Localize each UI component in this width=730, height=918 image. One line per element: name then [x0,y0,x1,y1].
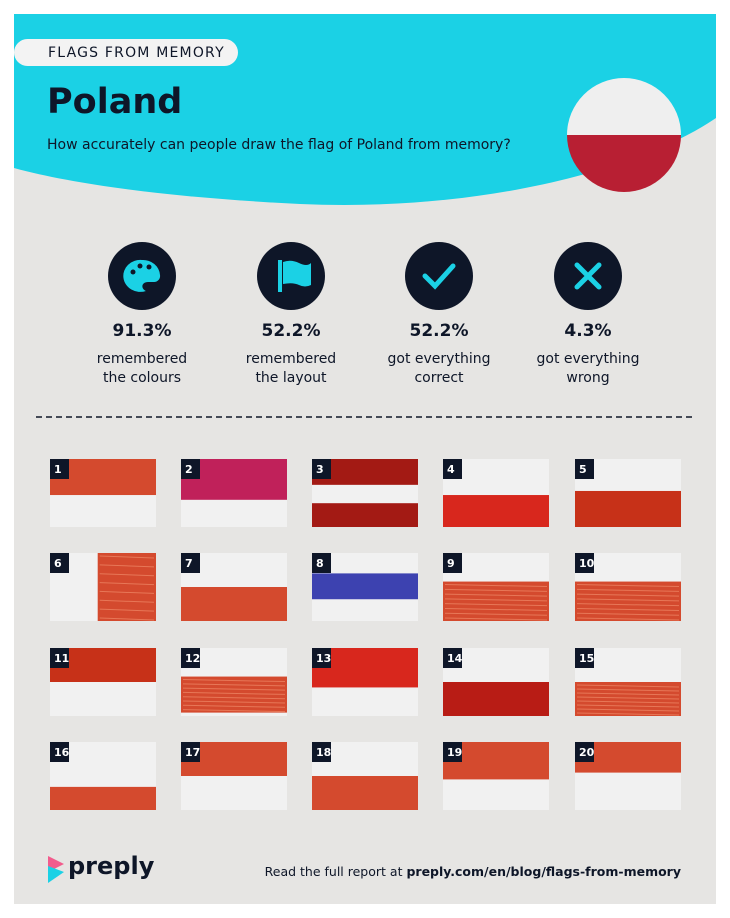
flag-drawing: 8 [312,553,418,621]
flag-number: 18 [316,746,331,759]
logo-mark [48,856,64,883]
flag-number: 14 [447,652,463,665]
flag-number: 7 [185,557,193,570]
stat-label: got everything [537,351,640,367]
footer-link[interactable]: preply.com/en/blog/flags-from-memory [406,864,681,879]
flag-badge [443,459,462,479]
flag-drawing: 20 [575,742,681,810]
flag-stripe [443,682,549,716]
flag-badge [575,648,594,668]
scribble [576,684,680,716]
flag-drawing: 11 [50,648,156,716]
flag-drawing: 5 [575,459,681,527]
stat-label: remembered [246,351,336,367]
flag-badge [50,648,69,668]
flag-stripe [575,490,681,527]
flag-number: 4 [447,463,455,476]
flag-badge [575,742,594,762]
stat-value: 4.3% [564,321,611,341]
flag-drawing: 15 [575,648,681,716]
flag-stripe [181,587,287,621]
flag-number: 19 [447,746,462,759]
flag-drawing: 9 [443,553,549,621]
flag-drawing: 7 [181,553,287,621]
flag-number: 13 [316,652,331,665]
flag-number: 16 [54,746,70,759]
stat-label: correct [414,370,464,386]
stat-label: wrong [566,370,609,386]
stat-value: 91.3% [113,321,172,341]
flag-badge [312,648,331,668]
scribble [444,584,548,621]
flag-circle [567,78,681,192]
tag: FLAGS FROM MEMORY [48,45,225,61]
title: Poland [47,82,182,122]
flag-drawing: 18 [312,742,418,810]
flag-stripe [443,495,549,527]
flag-badge [312,459,331,479]
stat-label: got everything [388,351,491,367]
flag-badge [443,648,462,668]
flag-number: 5 [579,463,587,476]
flag-drawing: 12 [181,648,287,716]
flag-number: 17 [185,746,200,759]
flag-badge [575,459,594,479]
flag-drawing: 16 [50,742,156,810]
scribble [99,555,155,621]
flag-drawing: 3 [312,459,418,527]
flag-badge [312,553,331,573]
flag-badge [181,742,200,762]
scribble [576,584,680,621]
flag-badge [443,553,462,573]
flag-drawing: 19 [443,742,549,810]
stat-value: 52.2% [262,321,321,341]
flag-badge [575,553,594,573]
flag-drawing: 10 [575,553,681,621]
flag-number: 9 [447,557,455,570]
flag-number: 3 [316,463,324,476]
tag-pill [14,39,238,66]
stat-label: remembered [97,351,187,367]
flag-number: 8 [316,557,324,570]
flag-number: 1 [54,463,62,476]
flag-stripe [312,503,418,527]
flag-drawing: 1 [50,459,156,527]
flag-badge [50,742,69,762]
stat-label: the layout [255,370,327,386]
brand: preply [68,852,155,880]
flag-badge [181,553,200,573]
flag-number: 12 [185,652,200,665]
flag-badge [181,459,200,479]
flag-number: 15 [579,652,594,665]
scribble [182,679,286,713]
flag-drawing: 6 [50,553,156,621]
flag-number: 10 [579,557,595,570]
flag-badge [181,648,200,668]
flag-drawing: 2 [181,459,287,527]
flag-drawing: 14 [443,648,549,716]
footer-text: Read the full report at preply.com/en/bl… [265,864,681,879]
flag-number: 6 [54,557,62,570]
flag-badge [443,742,462,762]
flag-drawing: 17 [181,742,287,810]
flag-drawing: 13 [312,648,418,716]
stat-value: 52.2% [410,321,469,341]
flag-drawing: 4 [443,459,549,527]
footer-lead: Read the full report at [265,864,403,879]
flag-number: 11 [54,652,69,665]
flag-stripe [312,776,418,810]
flag-badge [50,553,69,573]
flag-number: 20 [579,746,595,759]
flag-badge [50,459,69,479]
flag-stripe [312,573,418,600]
flag-number: 2 [185,463,193,476]
stat-icons [108,242,622,310]
flag-stripe [50,786,156,810]
stat-label: the colours [103,370,181,386]
subtitle: How accurately can people draw the flag … [47,137,511,153]
flag-badge [312,742,331,762]
